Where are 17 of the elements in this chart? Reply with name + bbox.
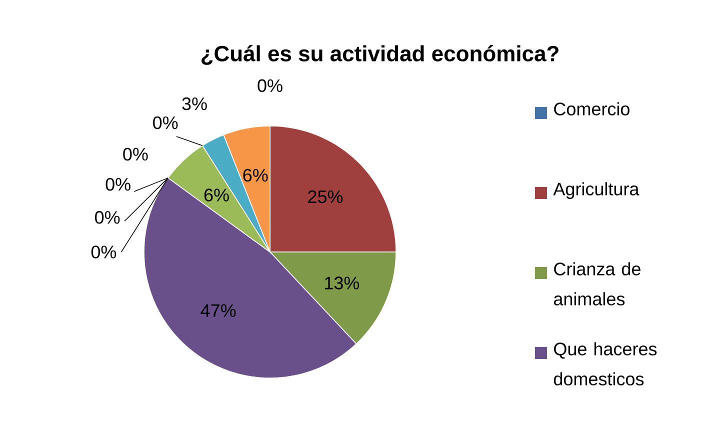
text: 0%	[91, 246, 116, 258]
text: 0%	[95, 211, 120, 224]
data-label: 47%	[200, 304, 236, 317]
legend-label: Comercio	[554, 102, 630, 116]
text: 0%	[258, 79, 282, 92]
data-label: 13%	[325, 276, 360, 290]
data-label: 6%	[243, 168, 268, 182]
data-label: 3%	[182, 97, 207, 110]
data-label: 6%	[204, 188, 229, 202]
legend-label: Agricultura	[553, 182, 640, 199]
data-label: 25%	[308, 190, 343, 204]
text: 0%	[106, 178, 130, 191]
legend-label: Que haceres domesticos	[554, 342, 657, 386]
legend-label: Crianza de animales	[554, 262, 640, 306]
chart-title: ¿Cuál es su actividad económica?	[202, 45, 558, 65]
text: 0%	[153, 116, 178, 130]
text: 0%	[123, 148, 148, 161]
